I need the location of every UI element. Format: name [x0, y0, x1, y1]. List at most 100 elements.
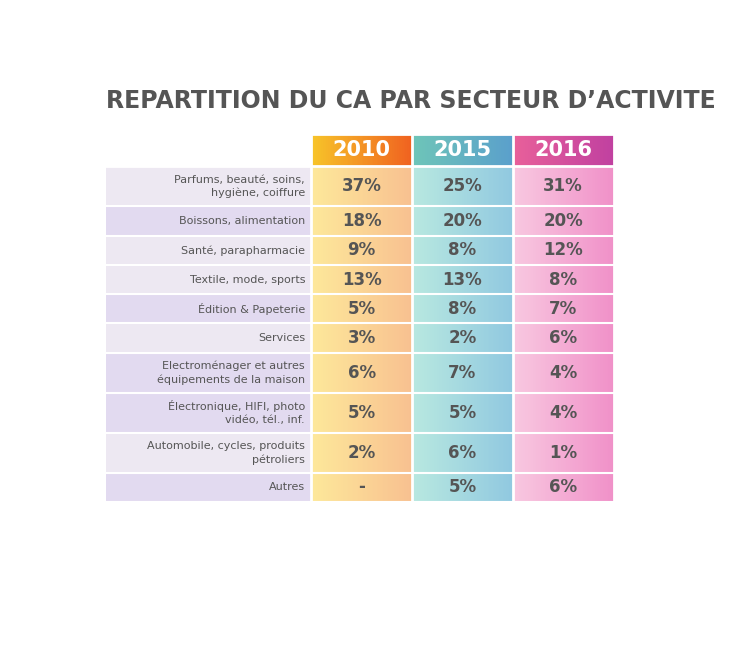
Bar [425, 206, 428, 235]
Bar [469, 294, 471, 323]
Bar [421, 265, 422, 294]
Bar [587, 473, 589, 502]
Bar [326, 167, 329, 206]
Bar [573, 206, 575, 235]
Bar [417, 206, 419, 235]
Bar [320, 473, 322, 502]
Bar [402, 353, 404, 393]
Bar [418, 134, 421, 167]
Bar [425, 393, 428, 433]
Bar [592, 235, 593, 265]
Bar [588, 206, 590, 235]
Bar [409, 206, 411, 235]
Bar [427, 433, 429, 473]
Bar [610, 265, 612, 294]
Bar [402, 167, 404, 206]
Bar [525, 323, 526, 353]
Bar [372, 167, 374, 206]
Bar [556, 235, 559, 265]
Bar [353, 433, 355, 473]
Bar [421, 294, 422, 323]
Bar [535, 265, 537, 294]
Bar [357, 235, 359, 265]
Bar [452, 134, 455, 167]
Bar [513, 265, 515, 294]
Bar [444, 134, 446, 167]
Bar [488, 167, 489, 206]
Bar [415, 294, 418, 323]
Bar [483, 294, 485, 323]
Bar [355, 323, 357, 353]
Bar [503, 393, 504, 433]
Bar [106, 294, 311, 323]
Bar [562, 206, 563, 235]
Bar [326, 265, 329, 294]
Bar [314, 134, 317, 167]
Bar [593, 323, 596, 353]
Bar [535, 167, 537, 206]
Bar [608, 167, 611, 206]
Bar [466, 323, 467, 353]
Bar [548, 353, 550, 393]
Bar [437, 294, 440, 323]
Bar [581, 134, 584, 167]
Bar [402, 294, 404, 323]
Bar [406, 323, 407, 353]
Bar [543, 294, 545, 323]
Bar [425, 433, 428, 473]
Bar [451, 473, 452, 502]
Bar [431, 206, 433, 235]
Bar [363, 473, 366, 502]
Bar [451, 134, 452, 167]
Bar [580, 265, 582, 294]
Bar [578, 265, 581, 294]
Bar [421, 433, 422, 473]
Bar [379, 294, 381, 323]
Bar [602, 393, 604, 433]
Bar [425, 235, 428, 265]
Bar [390, 134, 392, 167]
Bar [562, 167, 563, 206]
Bar [608, 323, 611, 353]
Bar [395, 353, 397, 393]
Bar [521, 134, 523, 167]
Bar [514, 167, 516, 206]
Bar [548, 294, 550, 323]
Bar [526, 167, 529, 206]
Bar [501, 393, 503, 433]
Bar [469, 206, 471, 235]
Bar [611, 393, 614, 433]
Bar [520, 265, 522, 294]
Bar [402, 235, 404, 265]
Bar [469, 323, 471, 353]
Bar [538, 206, 540, 235]
Bar [535, 353, 537, 393]
Bar [320, 323, 322, 353]
Bar [474, 134, 477, 167]
Bar [313, 206, 315, 235]
Bar [412, 265, 414, 294]
Bar [400, 323, 403, 353]
Bar [559, 393, 562, 433]
Bar [477, 134, 480, 167]
Bar [467, 323, 470, 353]
Bar [553, 393, 555, 433]
Bar [466, 393, 467, 433]
Bar [421, 167, 422, 206]
Bar [488, 294, 489, 323]
Bar [409, 294, 411, 323]
Bar [387, 393, 389, 433]
Bar [510, 134, 511, 167]
Bar [501, 235, 503, 265]
Bar [532, 206, 533, 235]
Bar [444, 353, 446, 393]
Bar [363, 433, 366, 473]
Bar [584, 433, 585, 473]
Bar [388, 167, 391, 206]
Bar [496, 294, 498, 323]
Bar [106, 265, 311, 294]
Bar [422, 433, 425, 473]
Bar [388, 294, 391, 323]
Bar [434, 134, 436, 167]
Bar [507, 206, 510, 235]
